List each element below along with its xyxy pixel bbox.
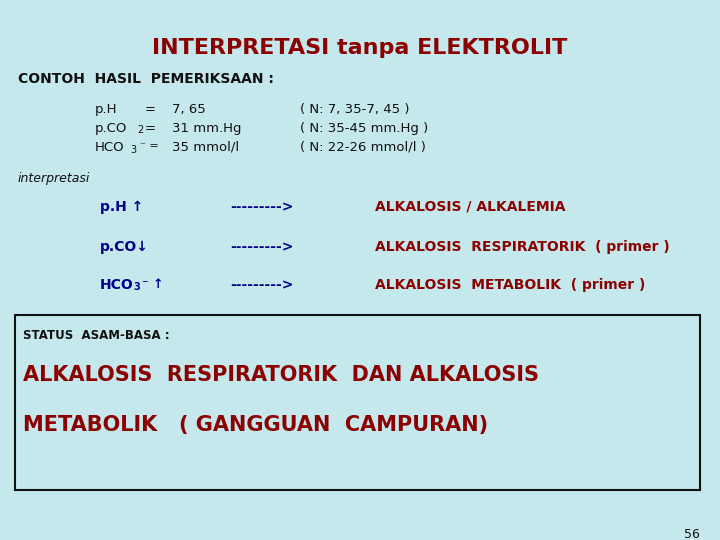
Text: ⁻ ↑: ⁻ ↑ [142, 278, 163, 291]
Text: --------->: ---------> [230, 200, 293, 214]
Text: HCO: HCO [100, 278, 134, 292]
Text: --------->: ---------> [230, 278, 293, 292]
Text: 3: 3 [130, 145, 136, 155]
Text: STATUS  ASAM-BASA :: STATUS ASAM-BASA : [23, 329, 170, 342]
FancyBboxPatch shape [15, 315, 700, 490]
Text: ALKALOSIS  METABOLIK  ( primer ): ALKALOSIS METABOLIK ( primer ) [375, 278, 645, 292]
Text: p.CO: p.CO [95, 122, 127, 135]
Text: ALKALOSIS  RESPIRATORIK  ( primer ): ALKALOSIS RESPIRATORIK ( primer ) [375, 240, 670, 254]
Text: p.H ↑: p.H ↑ [100, 200, 143, 214]
Text: p.H: p.H [95, 103, 117, 116]
Text: ( N: 35-45 mm.Hg ): ( N: 35-45 mm.Hg ) [300, 122, 428, 135]
Text: 35 mmol/l: 35 mmol/l [172, 141, 239, 154]
Text: INTERPRETASI tanpa ELEKTROLIT: INTERPRETASI tanpa ELEKTROLIT [153, 38, 567, 58]
Text: 31 mm.Hg: 31 mm.Hg [172, 122, 241, 135]
Text: =: = [145, 103, 156, 116]
Text: 56: 56 [684, 528, 700, 540]
Text: --------->: ---------> [230, 240, 293, 254]
Text: ( N: 7, 35-7, 45 ): ( N: 7, 35-7, 45 ) [300, 103, 410, 116]
Text: 2: 2 [137, 125, 143, 135]
Text: ( N: 22-26 mmol/l ): ( N: 22-26 mmol/l ) [300, 141, 426, 154]
Text: HCO: HCO [95, 141, 125, 154]
Text: ALKALOSIS  RESPIRATORIK  DAN ALKALOSIS: ALKALOSIS RESPIRATORIK DAN ALKALOSIS [23, 365, 539, 385]
Text: METABOLIK   ( GANGGUAN  CAMPURAN): METABOLIK ( GANGGUAN CAMPURAN) [23, 415, 488, 435]
Text: ⁻ =: ⁻ = [140, 141, 158, 151]
Text: interpretasi: interpretasi [18, 172, 91, 185]
Text: =: = [145, 122, 156, 135]
Text: 3: 3 [133, 282, 140, 292]
Text: 7, 65: 7, 65 [172, 103, 206, 116]
Text: CONTOH  HASIL  PEMERIKSAAN :: CONTOH HASIL PEMERIKSAAN : [18, 72, 274, 86]
Text: p.CO↓: p.CO↓ [100, 240, 149, 254]
Text: ALKALOSIS / ALKALEMIA: ALKALOSIS / ALKALEMIA [375, 200, 565, 214]
